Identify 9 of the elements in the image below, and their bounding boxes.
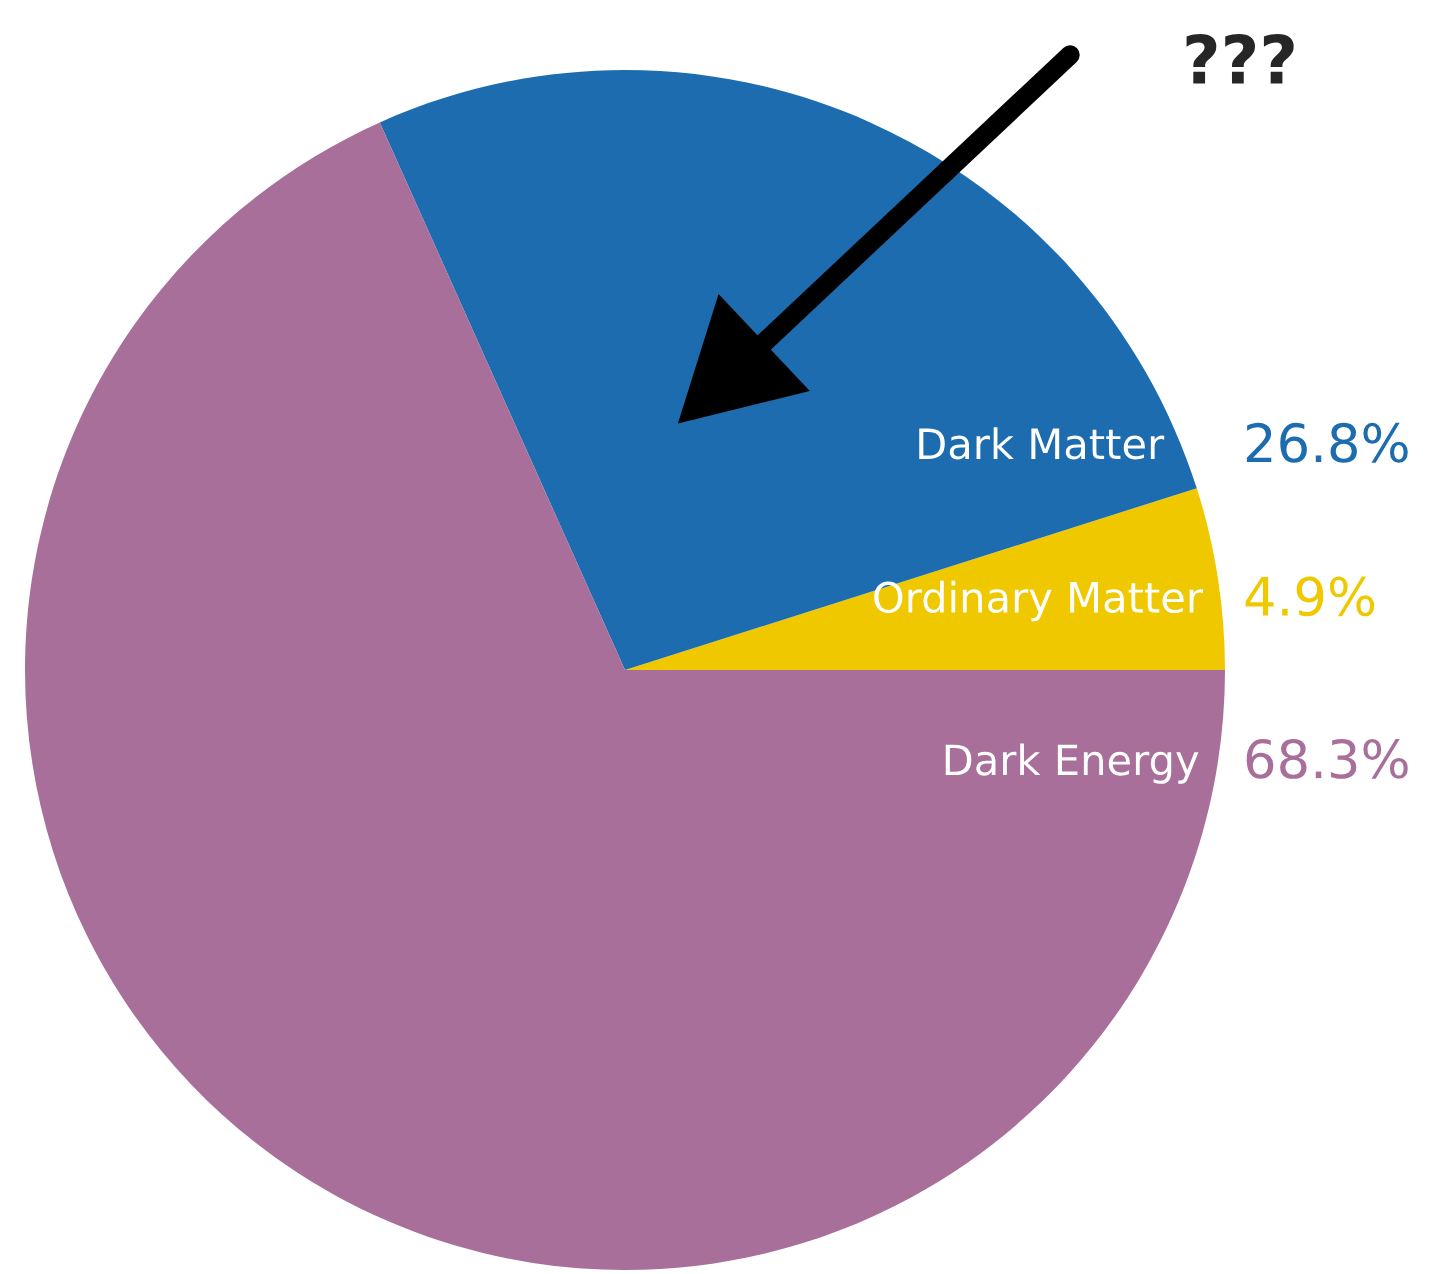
pie-slice [625,488,1225,670]
slice-label: Dark Matter [919,427,1165,460]
data-label: 26.8% [1246,422,1408,463]
text: ??? [1186,33,1294,84]
data-label: 4.9% [1245,576,1375,617]
pie-slice [25,122,1225,1270]
slice-label: Ordinary Matter [874,580,1204,622]
data-label: 68.3% [1246,738,1408,779]
slice-label: Dark Energy [945,743,1199,784]
